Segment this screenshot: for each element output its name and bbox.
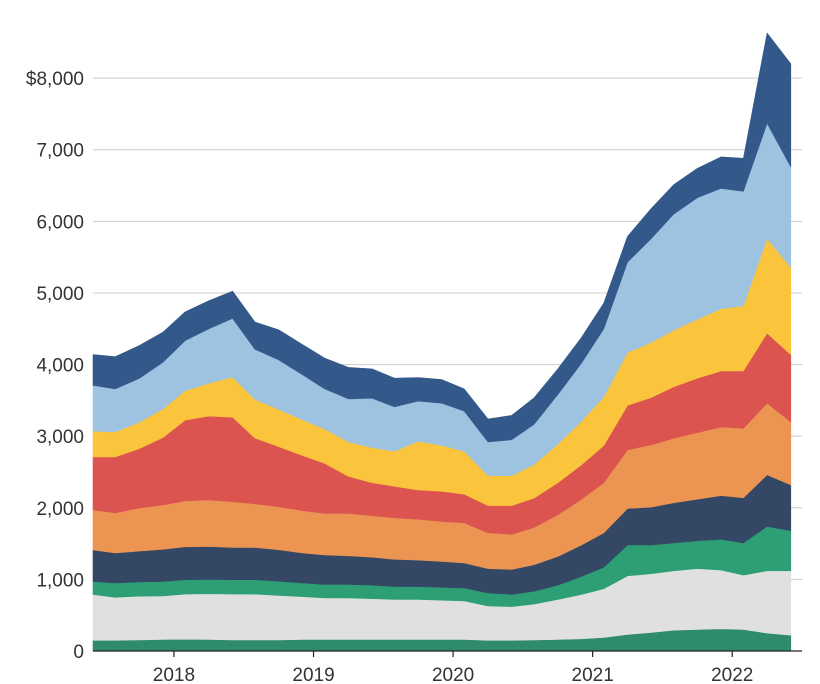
y-tick-label-0: 0 <box>73 642 84 663</box>
x-tick-label-2021: 2021 <box>572 665 614 684</box>
y-tick-label-5000: 5,000 <box>36 284 84 305</box>
axes <box>93 650 802 657</box>
x-tick-label-2018: 2018 <box>153 665 195 684</box>
area-series-9 <box>92 32 792 443</box>
y-tick-label-1000: 1,000 <box>36 570 84 591</box>
y-tick-label-6000: 6,000 <box>36 212 84 233</box>
y-tick-label-7000: 7,000 <box>36 141 84 162</box>
x-tick-label-2022: 2022 <box>711 665 753 684</box>
area-series <box>92 32 792 652</box>
y-tick-label-8000: $8,000 <box>26 69 84 90</box>
x-tick-label-2019: 2019 <box>292 665 334 684</box>
tick-labels: 0 1,000 2,000 3,000 4,000 5,000 6,000 7,000 $8,0… <box>26 69 753 684</box>
y-tick-label-3000: 3,000 <box>36 427 84 448</box>
y-tick-label-2000: 2,000 <box>36 499 84 520</box>
y-tick-label-4000: 4,000 <box>36 356 84 377</box>
x-tick-label-2020: 2020 <box>432 665 474 684</box>
